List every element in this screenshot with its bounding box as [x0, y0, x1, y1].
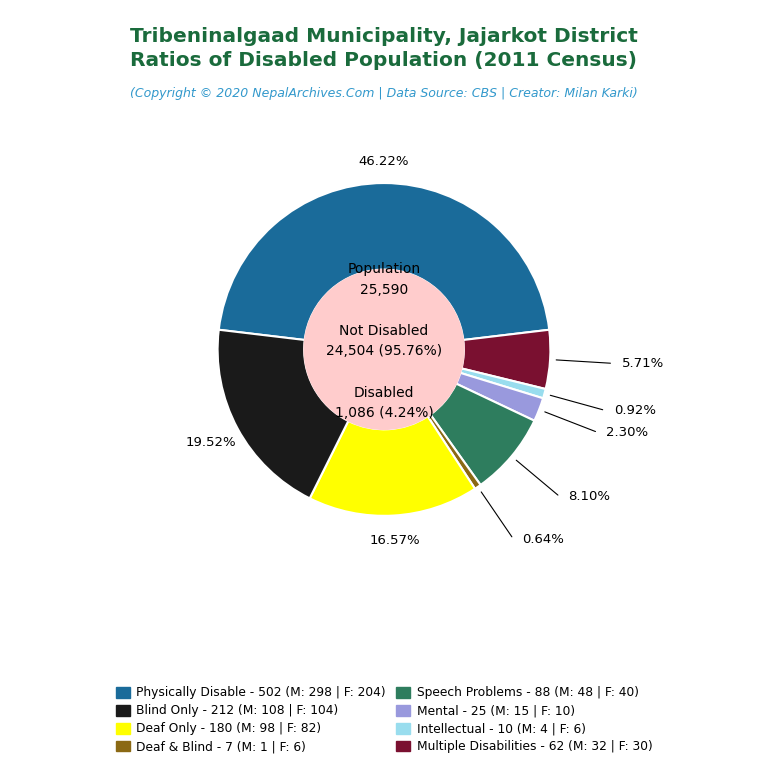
Text: 0.92%: 0.92% — [614, 404, 656, 417]
Wedge shape — [219, 183, 549, 340]
Wedge shape — [462, 329, 551, 389]
Text: 16.57%: 16.57% — [369, 534, 420, 547]
Text: Tribeninalgaad Municipality, Jajarkot District
Ratios of Disabled Population (20: Tribeninalgaad Municipality, Jajarkot Di… — [130, 27, 638, 70]
Wedge shape — [310, 416, 475, 516]
Wedge shape — [217, 329, 349, 498]
Text: Population
25,590

Not Disabled
24,504 (95.76%)

Disabled
1,086 (4.24%): Population 25,590 Not Disabled 24,504 (9… — [326, 262, 442, 420]
Text: 2.30%: 2.30% — [607, 426, 648, 439]
Wedge shape — [456, 373, 543, 421]
Legend: Physically Disable - 502 (M: 298 | F: 204), Blind Only - 212 (M: 108 | F: 104), : Physically Disable - 502 (M: 298 | F: 20… — [111, 682, 657, 758]
Text: (Copyright © 2020 NepalArchives.Com | Data Source: CBS | Creator: Milan Karki): (Copyright © 2020 NepalArchives.Com | Da… — [130, 87, 638, 100]
Circle shape — [304, 270, 464, 429]
Text: 0.64%: 0.64% — [521, 533, 564, 545]
Wedge shape — [460, 369, 545, 399]
Wedge shape — [428, 415, 481, 488]
Wedge shape — [430, 384, 535, 485]
Text: 5.71%: 5.71% — [621, 357, 664, 370]
Text: 8.10%: 8.10% — [568, 491, 611, 503]
Text: 19.52%: 19.52% — [186, 436, 237, 449]
Text: 46.22%: 46.22% — [359, 155, 409, 168]
